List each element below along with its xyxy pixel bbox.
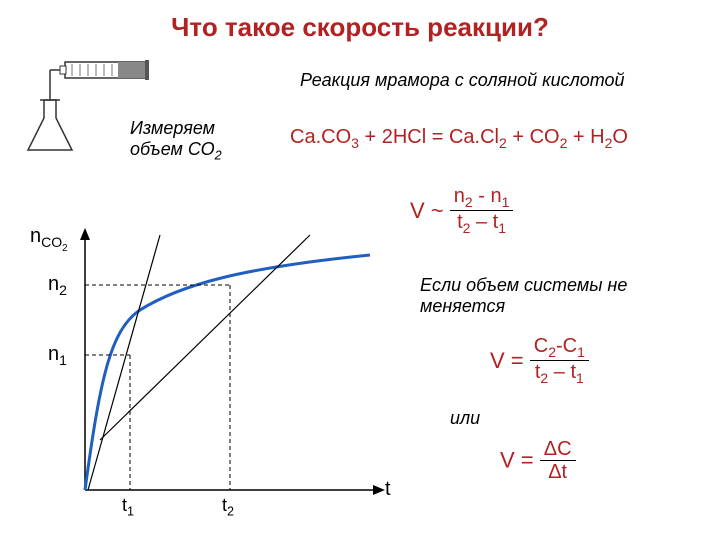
f1-fraction: n2 - n1 t2 – t1	[450, 185, 514, 237]
chemical-equation: Ca.CO3 + 2HCl = Ca.Cl2 + CO2 + H2O	[290, 126, 628, 151]
f3-denominator: Δt	[540, 461, 576, 483]
n2-n: n	[48, 273, 59, 295]
f3-numerator: ΔC	[540, 438, 576, 461]
rate-formula-c: V = С2-С1 t2 – t1	[490, 335, 589, 387]
x-axis-arrow	[373, 485, 385, 495]
n1-n: n	[48, 343, 59, 365]
f2-fraction: С2-С1 t2 – t1	[530, 335, 589, 387]
x-axis-label: t	[385, 478, 391, 501]
caption-sub: 2	[215, 149, 222, 163]
n1-sub: 1	[59, 352, 67, 368]
x-axis-t: t	[385, 478, 391, 500]
f1-denominator: t2 – t1	[450, 211, 514, 236]
flask-icon	[28, 100, 72, 150]
syringe-plunger	[118, 62, 145, 78]
tangent-2	[100, 235, 310, 440]
t2-label: t2	[222, 495, 234, 519]
n2-sub: 2	[59, 282, 67, 298]
caption-line1: Измеряем	[130, 118, 215, 138]
subtitle: Реакция мрамора с соляной кислотой	[300, 70, 625, 91]
measure-caption: Измеряем объем СО2	[130, 118, 222, 163]
f1-numerator: n2 - n1	[450, 185, 514, 211]
y-axis-n: n	[30, 225, 41, 247]
note-line1: Если объем системы не	[420, 275, 627, 295]
subtitle-text: Реакция мрамора с соляной кислотой	[300, 70, 625, 90]
eq-text: Ca.CO3 + 2HCl = Ca.Cl2 + CO2 + H2O	[290, 126, 628, 148]
volume-note: Если объем системы не меняется	[420, 275, 627, 317]
y-axis-2: 2	[62, 243, 67, 254]
y-axis-co: CO	[41, 234, 62, 250]
f3-fraction: ΔC Δt	[540, 438, 576, 483]
syringe-handle	[145, 60, 149, 80]
t1-label: t1	[122, 495, 134, 519]
f2-lead: V =	[490, 348, 530, 373]
rate-formula-n: V ~ n2 - n1 t2 – t1	[410, 185, 513, 237]
caption-line2: объем СО	[130, 139, 215, 159]
t2-sub: 2	[227, 505, 234, 519]
f2-numerator: С2-С1	[530, 335, 589, 361]
t1-sub: 1	[127, 505, 134, 519]
or-label: или	[450, 408, 480, 429]
page-title: Что такое скорость реакции?	[0, 0, 720, 43]
note-line2: меняется	[420, 296, 505, 316]
n1-label: n1	[48, 343, 67, 368]
y-axis-label: nCO2	[30, 225, 68, 254]
f3-lead: V =	[500, 448, 540, 473]
reaction-curve	[85, 255, 370, 490]
f1-lead: V ~	[410, 198, 450, 223]
tangent-1	[88, 235, 160, 490]
title-text: Что такое скорость реакции?	[171, 12, 549, 42]
n2-label: n2	[48, 273, 67, 298]
rate-formula-delta: V = ΔC Δt	[500, 438, 576, 483]
y-axis-arrow	[80, 228, 90, 240]
f2-denominator: t2 – t1	[530, 361, 589, 386]
or-text: или	[450, 408, 480, 428]
